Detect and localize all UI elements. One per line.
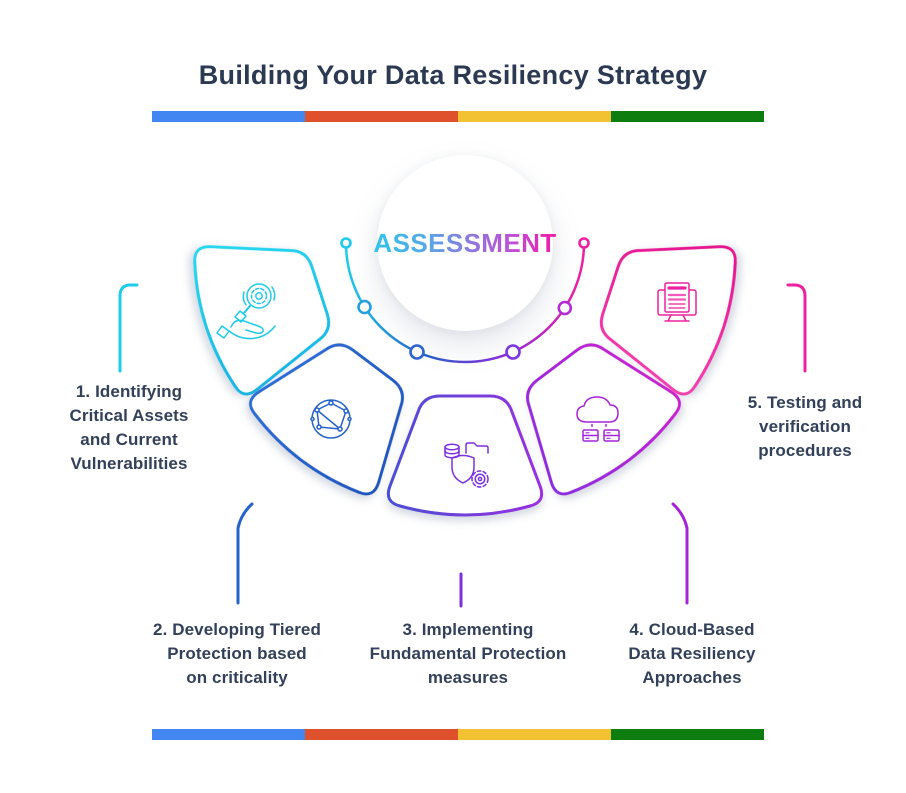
arc-node-2 bbox=[357, 299, 372, 315]
arc-node-5 bbox=[557, 300, 573, 316]
petal-step-1 bbox=[193, 245, 331, 396]
connector-step-2 bbox=[236, 502, 254, 605]
connector-step-5 bbox=[786, 283, 807, 373]
monitor-document-icon bbox=[657, 282, 697, 322]
assessment-badge: ASSESSMENT bbox=[373, 155, 556, 331]
accent-bar-segment-blue bbox=[152, 111, 305, 122]
step-label-5: 5. Testing and verification procedures bbox=[747, 393, 863, 460]
step-label-3: 3. Implementing Fundamental Protection m… bbox=[369, 620, 567, 687]
arc-node-1 bbox=[340, 237, 352, 249]
arc-nodes bbox=[340, 237, 590, 360]
cloud-servers-icon bbox=[576, 396, 620, 442]
accent-bar-top bbox=[152, 111, 764, 122]
page-title: Building Your Data Resiliency Strategy bbox=[198, 60, 708, 90]
connector-step-1 bbox=[118, 283, 139, 373]
step-label-4: 4. Cloud-Based Data Resiliency Approache… bbox=[628, 620, 756, 687]
arc-node-4 bbox=[505, 344, 521, 360]
arc-node-3 bbox=[409, 344, 425, 360]
accent-bar-segment-red bbox=[305, 111, 458, 122]
step-label-2: 2. Developing Tiered Protection based on… bbox=[153, 620, 321, 687]
accent-bar-segment-green bbox=[611, 111, 764, 122]
shield-data-gear-icon bbox=[444, 442, 489, 488]
accent-bar-segment-green bbox=[611, 729, 764, 740]
network-globe-icon bbox=[310, 399, 352, 439]
accent-bar-bottom bbox=[152, 729, 764, 740]
petal-step-4 bbox=[526, 343, 681, 496]
step-label-1: 1. Identifying Critical Assets and Curre… bbox=[69, 382, 189, 473]
accent-bar-segment-red bbox=[305, 729, 458, 740]
hand-search-gear-icon bbox=[216, 283, 276, 340]
accent-bar-segment-blue bbox=[152, 729, 305, 740]
accent-bar-segment-yellow bbox=[458, 729, 611, 740]
petal-step-2 bbox=[249, 343, 404, 496]
connector-step-4 bbox=[671, 502, 689, 605]
accent-bar-segment-yellow bbox=[458, 111, 611, 122]
progress-arc bbox=[344, 242, 586, 364]
arc-node-6 bbox=[578, 237, 590, 249]
assessment-label: ASSESSMENT bbox=[373, 227, 557, 258]
fan-petals bbox=[193, 245, 737, 517]
